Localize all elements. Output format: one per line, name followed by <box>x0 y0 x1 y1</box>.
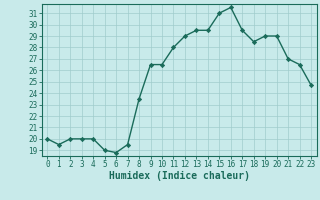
X-axis label: Humidex (Indice chaleur): Humidex (Indice chaleur) <box>109 171 250 181</box>
